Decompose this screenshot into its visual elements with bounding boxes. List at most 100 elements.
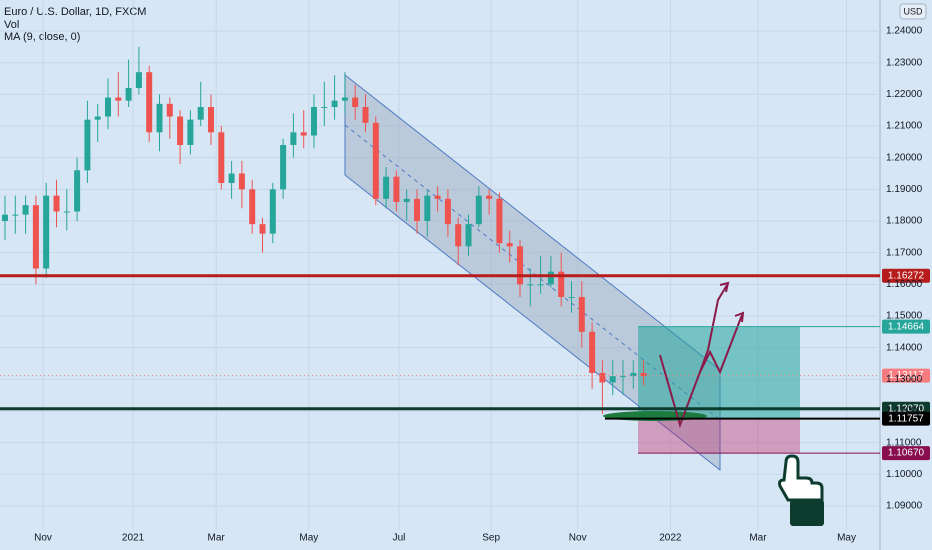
y-tick-label: 1.09000 <box>886 501 923 512</box>
chart-title: Euro / U.S. Dollar, 1D, FXCM <box>4 6 146 18</box>
candle-body <box>537 284 544 286</box>
candle-body <box>53 195 60 212</box>
arrow <box>659 284 728 429</box>
y-tick-label: 1.19000 <box>886 184 923 195</box>
candle-body <box>465 224 472 247</box>
candle-body <box>640 372 647 377</box>
candles <box>1 46 647 415</box>
y-tick-label: 1.14000 <box>886 342 923 353</box>
price-label-bg <box>882 268 930 283</box>
x-tick-label: Mar <box>208 533 226 544</box>
candle-body <box>290 132 297 146</box>
arrowhead <box>719 281 730 293</box>
candle-body <box>589 331 596 373</box>
y-tick-label: 1.22000 <box>886 89 923 100</box>
candle-body <box>32 205 39 269</box>
y-tick-label: 1.13000 <box>886 374 923 385</box>
candle-body <box>228 173 235 183</box>
candle-body <box>341 97 348 101</box>
y-tick-label: 1.18000 <box>886 216 923 227</box>
candle-body <box>197 107 204 120</box>
y-tick-label: 1.23000 <box>886 57 923 68</box>
stop-zone <box>638 418 800 454</box>
candle-body <box>455 224 462 247</box>
candle-body <box>352 97 359 108</box>
indicator: MA (9, close, 0) <box>4 31 80 43</box>
candle-body <box>630 372 637 377</box>
price-label: 1.11757 <box>888 413 924 424</box>
y-tick-label: 1.11000 <box>886 437 922 448</box>
price-label: 1.16272 <box>888 270 925 281</box>
candle-body <box>94 116 101 120</box>
candle-body <box>218 132 225 183</box>
candle-body <box>496 198 503 244</box>
x-tick-label: Nov <box>34 533 52 544</box>
price-label: 1.13117 <box>888 370 924 381</box>
candle-body <box>321 107 328 109</box>
hand-icon <box>778 454 824 526</box>
price-label-bg <box>882 446 930 461</box>
candle-body <box>434 195 441 199</box>
price-label-bg <box>882 411 930 426</box>
y-tick-label: 1.20000 <box>886 152 923 163</box>
candle-body <box>22 205 29 215</box>
candle-body <box>383 176 390 199</box>
candle-body <box>43 195 50 269</box>
currency[interactable]: USD <box>903 6 923 16</box>
candle-body <box>280 145 287 190</box>
candle-body <box>187 119 194 146</box>
x-tick-label: Mar <box>749 533 767 544</box>
price-label-bg <box>882 368 930 383</box>
arrowhead <box>734 311 745 323</box>
candle-body <box>177 116 184 146</box>
candle-body <box>135 72 142 89</box>
x-tick-label: 2022 <box>659 533 682 544</box>
candle-body <box>475 195 482 225</box>
candle-body <box>609 376 616 383</box>
candle-body <box>311 107 318 136</box>
x-tick-label: Jul <box>393 533 406 544</box>
candle-body <box>372 122 379 199</box>
candle-body <box>84 119 91 171</box>
candle-body <box>517 246 524 285</box>
candle-body <box>578 296 585 332</box>
candle-body <box>444 198 451 225</box>
candle-body <box>558 271 565 297</box>
x-tick-label: May <box>299 533 318 544</box>
candle-body <box>393 176 400 202</box>
grid <box>0 0 880 530</box>
channel <box>344 73 721 472</box>
y-tick-label: 1.24000 <box>886 26 923 37</box>
candle-body <box>115 97 122 101</box>
x-tick-label: May <box>837 533 856 544</box>
y-tick-label: 1.10000 <box>886 469 923 480</box>
x-tick-label: Nov <box>569 533 587 544</box>
price-label-bg <box>882 319 930 334</box>
candle-body <box>331 100 338 108</box>
indicator: Vol <box>4 19 19 31</box>
candle-body <box>269 189 276 234</box>
candle-body <box>146 72 153 133</box>
candle-body <box>300 132 307 136</box>
y-tick-label: 1.12000 <box>886 406 923 417</box>
candle-body <box>1 214 8 221</box>
target-zone <box>638 326 800 419</box>
currency-box[interactable] <box>899 3 927 20</box>
candle-body <box>620 376 627 378</box>
candle-body <box>104 97 111 117</box>
candle-body <box>259 224 266 234</box>
candle-body <box>12 214 19 216</box>
candle-body <box>166 103 173 117</box>
candle-body <box>238 173 245 190</box>
y-tick-label: 1.16000 <box>886 279 923 290</box>
candle-body <box>506 243 513 247</box>
axis: 1.09000 1.10000 1.11000 1.12000 1.13000 1.140… <box>34 26 922 544</box>
candle-body <box>156 103 163 133</box>
candle-body <box>424 195 431 221</box>
position <box>638 326 800 454</box>
candle-body <box>249 189 256 225</box>
candle-body <box>208 107 215 133</box>
x-tick-label: Sep <box>482 533 500 544</box>
